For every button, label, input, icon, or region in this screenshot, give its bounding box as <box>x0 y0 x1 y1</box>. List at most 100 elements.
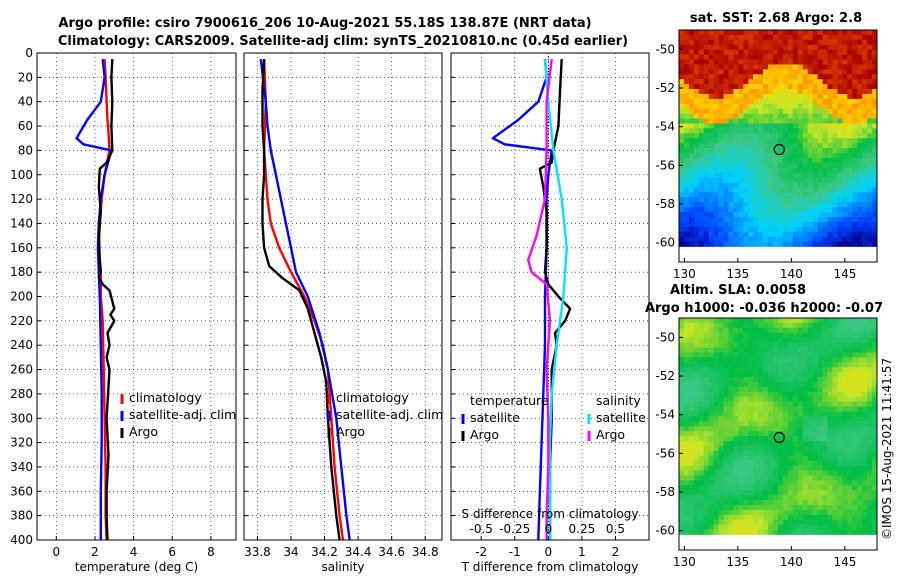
heatmap-cell <box>753 396 759 402</box>
heatmap-cell <box>703 396 709 402</box>
heatmap-cell <box>782 318 789 324</box>
heatmap-cell <box>763 524 769 530</box>
heatmap-cell <box>688 128 695 134</box>
heatmap-cell <box>867 406 873 412</box>
heatmap-cell <box>738 445 744 452</box>
heatmap-cell <box>827 123 833 129</box>
heatmap-cell <box>792 207 799 213</box>
heatmap-cell <box>703 401 709 407</box>
heatmap-cell <box>763 352 769 358</box>
heatmap-cell <box>787 485 794 491</box>
heatmap-cell <box>708 475 714 481</box>
heatmap-cell <box>683 386 690 393</box>
heatmap-cell <box>763 445 769 452</box>
heatmap-cell <box>763 231 769 237</box>
heatmap-cell <box>698 480 705 486</box>
heatmap-cell <box>738 93 744 100</box>
heatmap-cell <box>778 123 784 129</box>
heatmap-cell <box>768 445 774 452</box>
heatmap-cell <box>728 123 734 129</box>
heatmap-cell <box>792 524 799 530</box>
heatmap-cell <box>847 347 853 353</box>
heatmap-cell <box>753 192 759 198</box>
heatmap-cell <box>867 514 873 521</box>
heatmap-cell <box>733 133 739 139</box>
heatmap-cell <box>852 421 858 427</box>
heatmap-cell <box>867 231 873 237</box>
heatmap-cell <box>797 470 804 476</box>
heatmap-cell <box>713 113 719 119</box>
heatmap-cell <box>812 167 818 174</box>
heatmap-cell <box>792 396 799 402</box>
heatmap-cell <box>802 103 808 110</box>
heatmap-cell <box>708 367 714 373</box>
heatmap-cell <box>683 322 690 329</box>
heatmap-cell <box>857 391 863 398</box>
heatmap-cell <box>847 103 853 110</box>
heatmap-cell <box>822 505 828 511</box>
heatmap-cell <box>743 421 749 427</box>
heatmap-cell <box>728 431 734 437</box>
heatmap-cell <box>713 84 719 90</box>
heatmap-cell <box>782 455 789 462</box>
heatmap-cell <box>812 153 818 159</box>
heatmap-cell <box>807 226 813 233</box>
heatmap-cell <box>872 172 878 178</box>
heatmap-cell <box>683 524 690 530</box>
heatmap-cell <box>822 332 828 338</box>
heatmap-cell <box>822 352 828 358</box>
heatmap-cell <box>787 519 794 525</box>
heatmap-cell <box>857 108 863 114</box>
heatmap-cell <box>708 524 714 530</box>
heatmap-cell <box>679 460 685 466</box>
heatmap-cell <box>832 480 838 486</box>
heatmap-cell <box>728 44 734 50</box>
heatmap-cell <box>768 318 774 324</box>
heatmap-cell <box>763 182 769 188</box>
heatmap-cell <box>867 322 873 329</box>
heatmap-cell <box>792 157 799 164</box>
heatmap-cell <box>837 401 843 407</box>
heatmap-cell <box>862 162 868 169</box>
heatmap-cell <box>797 133 804 139</box>
heatmap-cell <box>822 212 828 218</box>
heatmap-cell <box>773 217 779 223</box>
heatmap-cell <box>713 470 719 476</box>
heatmap-cell <box>733 431 739 437</box>
heatmap-cell <box>763 337 769 343</box>
heatmap-cell <box>763 342 769 348</box>
heatmap-cell <box>768 187 774 193</box>
heatmap-cell <box>708 143 714 149</box>
heatmap-cell <box>703 64 709 70</box>
heatmap-cell <box>698 128 705 134</box>
heatmap-cell <box>867 337 873 343</box>
heatmap-cell <box>852 318 858 324</box>
heatmap-cell <box>703 332 709 338</box>
heatmap-cell <box>862 79 868 85</box>
heatmap-cell <box>867 436 873 442</box>
heatmap-cell <box>768 509 774 516</box>
heatmap-cell <box>718 495 724 501</box>
heatmap-cell <box>733 396 739 402</box>
heatmap-cell <box>753 455 759 462</box>
heatmap-cell <box>693 372 700 378</box>
heatmap-cell <box>733 450 739 457</box>
heatmap-cell <box>768 138 774 144</box>
heatmap-cell <box>847 192 853 198</box>
heatmap-cell <box>703 431 709 437</box>
heatmap-cell <box>679 514 685 521</box>
heatmap-cell <box>807 231 813 237</box>
heatmap-cell <box>708 465 714 471</box>
heatmap-cell <box>768 362 774 368</box>
heatmap-cell <box>768 207 774 213</box>
heatmap-cell <box>758 381 764 388</box>
heatmap-cell <box>693 396 700 402</box>
heatmap-cell <box>807 327 813 334</box>
heatmap-cell <box>842 450 848 457</box>
heatmap-cell <box>817 421 823 427</box>
heatmap-cell <box>708 89 714 95</box>
heatmap-cell <box>837 519 843 525</box>
heatmap-cell <box>748 342 754 348</box>
heatmap-cell <box>748 89 754 95</box>
heatmap-cell <box>763 118 769 124</box>
